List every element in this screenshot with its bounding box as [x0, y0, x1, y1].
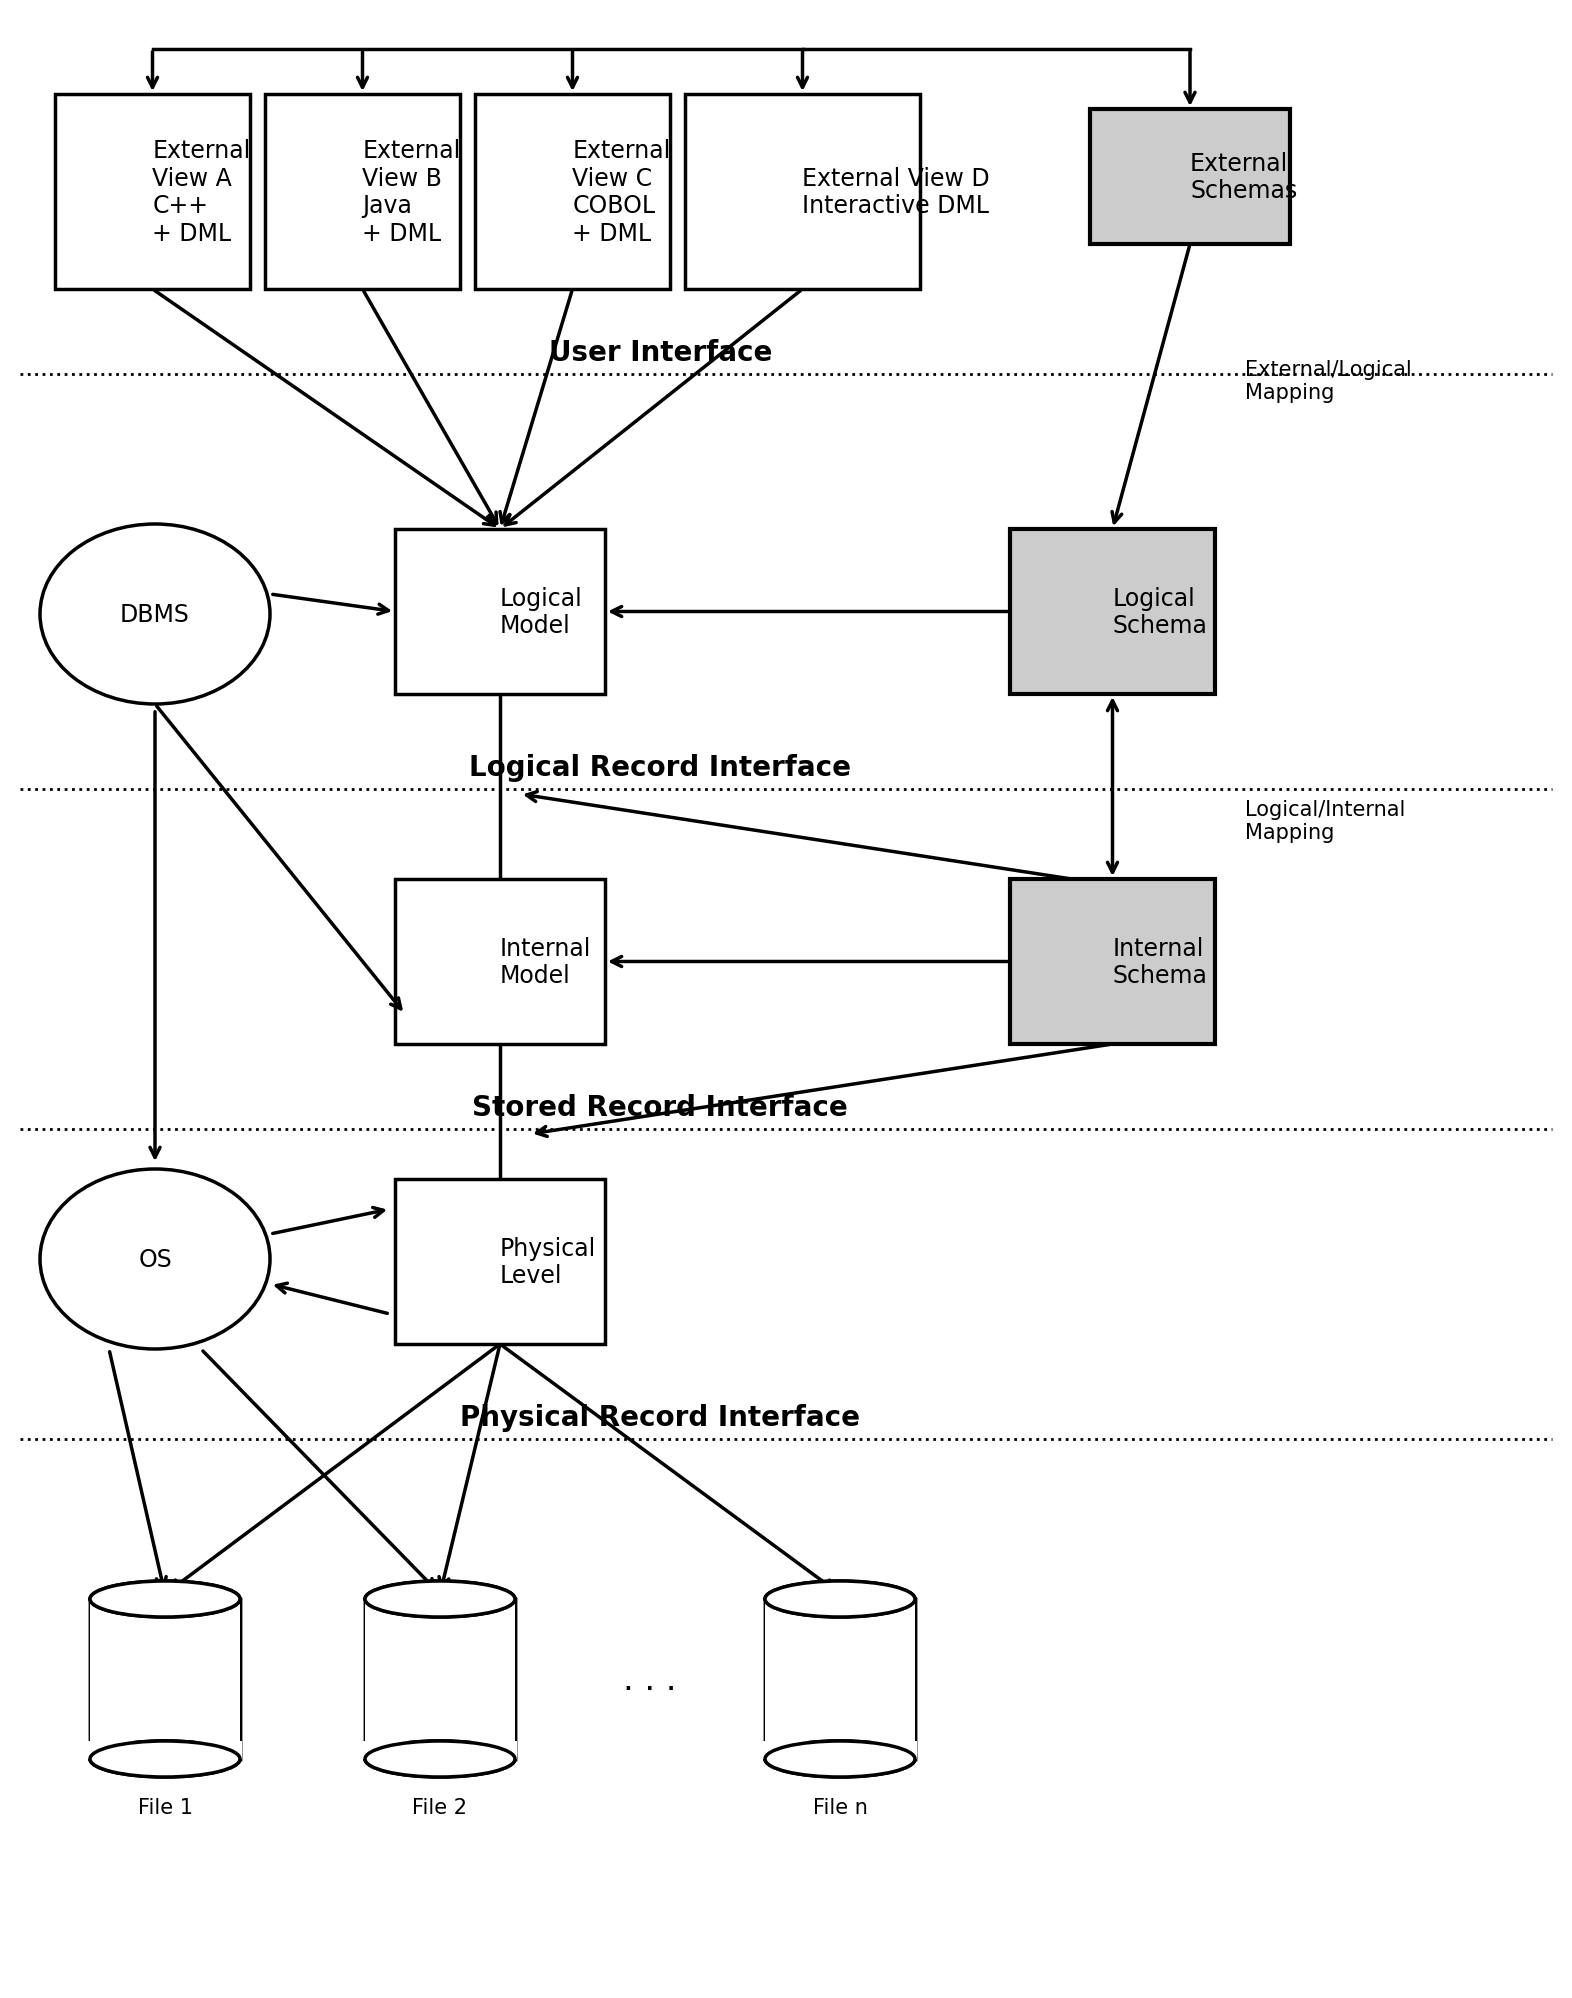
- Text: OS: OS: [138, 1247, 171, 1271]
- Ellipse shape: [39, 1169, 270, 1349]
- Bar: [1009, 879, 1215, 1045]
- Ellipse shape: [365, 1740, 516, 1776]
- Text: External/Logical
Mapping: External/Logical Mapping: [1245, 360, 1412, 404]
- Text: Logical
Schema: Logical Schema: [1113, 585, 1207, 637]
- Bar: [88, 1740, 242, 1758]
- Ellipse shape: [90, 1740, 241, 1776]
- Ellipse shape: [766, 1580, 915, 1616]
- Bar: [395, 529, 605, 695]
- Text: . . .: . . .: [623, 1662, 678, 1696]
- Ellipse shape: [766, 1740, 915, 1776]
- Text: File 2: File 2: [412, 1796, 467, 1816]
- Bar: [766, 1598, 915, 1758]
- Text: File 1: File 1: [137, 1796, 192, 1816]
- Bar: [90, 1598, 241, 1758]
- Text: External
View B
Java
+ DML: External View B Java + DML: [363, 138, 461, 246]
- Text: Internal
Model: Internal Model: [500, 937, 591, 987]
- Text: External
Schemas: External Schemas: [1190, 152, 1297, 204]
- Ellipse shape: [365, 1740, 516, 1776]
- Text: Logical
Model: Logical Model: [500, 585, 583, 637]
- Bar: [266, 96, 461, 290]
- Text: DBMS: DBMS: [119, 603, 190, 627]
- Text: External View D
Interactive DML: External View D Interactive DML: [802, 166, 990, 218]
- Ellipse shape: [365, 1580, 516, 1616]
- Bar: [55, 96, 250, 290]
- Text: Internal
Schema: Internal Schema: [1113, 937, 1207, 987]
- Bar: [685, 96, 920, 290]
- Text: Stored Record Interface: Stored Record Interface: [472, 1093, 849, 1121]
- Ellipse shape: [39, 525, 270, 705]
- Text: Logical/Internal
Mapping: Logical/Internal Mapping: [1245, 799, 1405, 843]
- Text: External
View C
COBOL
+ DML: External View C COBOL + DML: [572, 138, 671, 246]
- Text: File n: File n: [813, 1796, 868, 1816]
- Bar: [363, 1740, 517, 1758]
- Ellipse shape: [90, 1580, 241, 1616]
- Ellipse shape: [90, 1740, 241, 1776]
- Ellipse shape: [365, 1580, 516, 1616]
- Text: User Interface: User Interface: [549, 340, 772, 368]
- Bar: [395, 879, 605, 1045]
- Text: External
View A
C++
+ DML: External View A C++ + DML: [152, 138, 252, 246]
- Text: Physical Record Interface: Physical Record Interface: [461, 1403, 860, 1431]
- Text: Logical Record Interface: Logical Record Interface: [468, 753, 852, 781]
- Ellipse shape: [766, 1740, 915, 1776]
- Bar: [395, 1179, 605, 1345]
- Bar: [762, 1740, 916, 1758]
- Text: Physical
Level: Physical Level: [500, 1237, 596, 1289]
- Bar: [475, 96, 670, 290]
- Ellipse shape: [90, 1580, 241, 1616]
- Ellipse shape: [766, 1580, 915, 1616]
- Bar: [365, 1598, 516, 1758]
- Bar: [1089, 110, 1291, 246]
- Bar: [1009, 529, 1215, 695]
